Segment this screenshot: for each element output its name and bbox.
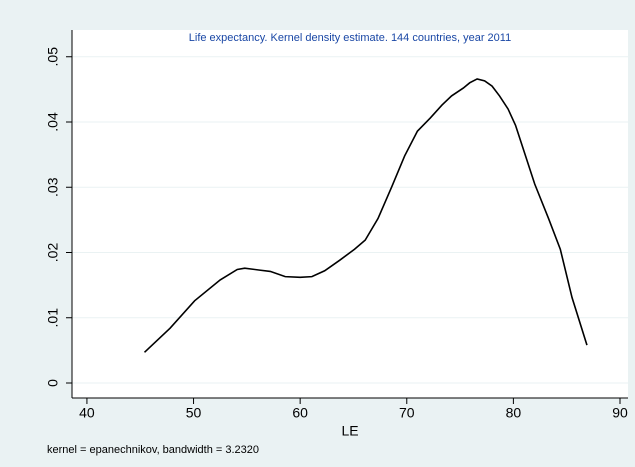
- x-tick-label: 80: [506, 405, 522, 421]
- y-tick-label: .02: [45, 243, 61, 263]
- chart-title: Life expectancy. Kernel density estimate…: [189, 32, 511, 44]
- x-tick-label: 40: [79, 405, 95, 421]
- x-tick-label: 90: [612, 405, 628, 421]
- plot-area: [72, 30, 628, 398]
- x-tick-label: 50: [186, 405, 202, 421]
- x-axis-label: LE: [341, 423, 358, 439]
- y-tick-label: 0: [45, 379, 61, 387]
- note: kernel = epanechnikov, bandwidth = 3.232…: [47, 444, 259, 456]
- y-tick-label: .05: [45, 47, 61, 67]
- density-line: [143, 78, 588, 353]
- y-tick-label: .04: [45, 112, 61, 132]
- x-tick-label: 70: [399, 405, 415, 421]
- x-tick-label: 60: [292, 405, 308, 421]
- y-tick-label: .01: [45, 308, 61, 328]
- y-tick-label: .03: [45, 177, 61, 197]
